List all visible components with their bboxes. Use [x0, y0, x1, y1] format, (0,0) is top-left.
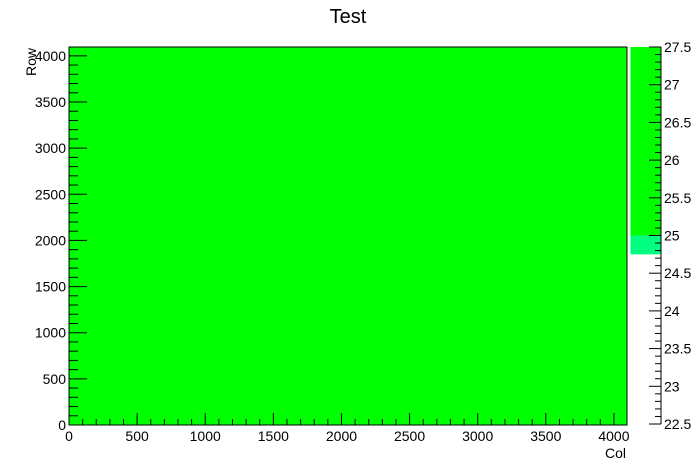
color-palette — [628, 47, 661, 255]
z-tick-label: 24 — [664, 303, 680, 319]
y-axis-title: Row — [23, 47, 39, 76]
y-tick-label: 4000 — [35, 48, 66, 64]
z-axis: 22.5 23 23.5 24 24.5 25 25.5 26 26.5 27 27.5 — [649, 39, 691, 432]
x-tick-label: 0 — [65, 428, 73, 444]
x-tick-label: 1500 — [258, 428, 289, 444]
y-tick-label: 3000 — [35, 140, 66, 156]
z-tick-label: 23.5 — [664, 341, 691, 357]
z-tick-label: 25.5 — [664, 190, 691, 206]
x-tick-label: 1000 — [190, 428, 221, 444]
z-tick-label: 23 — [664, 378, 680, 394]
heatmap-cells — [69, 47, 627, 425]
z-tick-label: 25 — [664, 228, 680, 244]
x-tick-label: 3000 — [462, 428, 493, 444]
x-tick-label: 4000 — [598, 428, 629, 444]
x-tick-label: 2000 — [326, 428, 357, 444]
plot-area — [68, 46, 628, 426]
z-tick-label: 22.5 — [664, 416, 691, 432]
y-tick-label: 1500 — [35, 279, 66, 295]
y-axis: 0 500 1000 1500 2000 2500 3000 3500 4000 — [35, 47, 87, 433]
x-axis: 0 500 1000 1500 2000 2500 3000 3500 4000 — [65, 413, 630, 444]
z-tick-label: 24.5 — [664, 265, 691, 281]
x-axis-title: Col — [605, 445, 626, 461]
x-tick-label: 2500 — [394, 428, 425, 444]
z-tick-label: 27 — [664, 77, 680, 93]
y-tick-label: 2000 — [35, 232, 66, 248]
z-tick-label: 26 — [664, 152, 680, 168]
y-tick-label: 2500 — [35, 186, 66, 202]
z-tick-label: 26.5 — [664, 114, 691, 130]
y-tick-label: 500 — [43, 371, 67, 387]
palette-band — [629, 235, 661, 255]
palette-band — [629, 47, 661, 236]
y-tick-label: 3500 — [35, 94, 66, 110]
chart-title: Test — [330, 6, 367, 28]
y-tick-label: 1000 — [35, 325, 66, 341]
x-tick-label: 3500 — [530, 428, 561, 444]
z-tick-label: 27.5 — [664, 39, 691, 55]
x-tick-label: 500 — [125, 428, 149, 444]
y-tick-label: 0 — [58, 417, 66, 433]
